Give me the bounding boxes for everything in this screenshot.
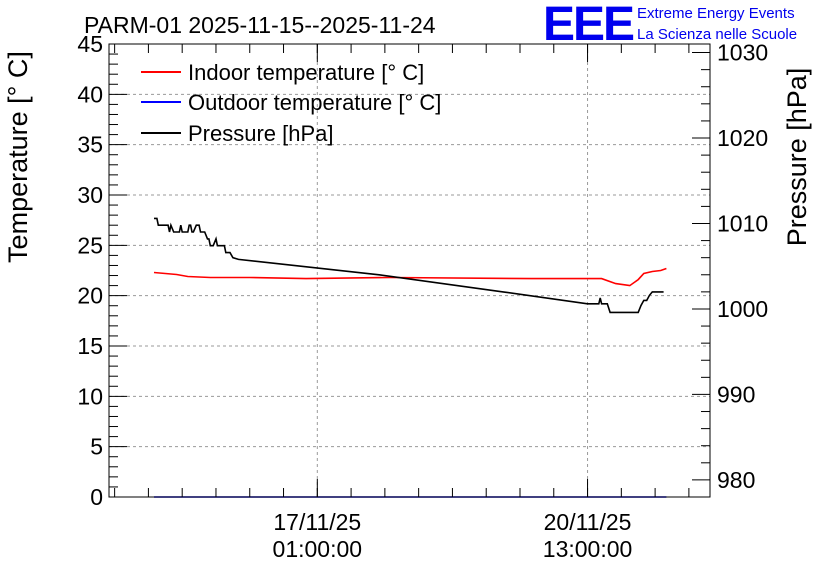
series-line-pressure: [154, 217, 664, 314]
axes: [108, 43, 711, 498]
y-left-tick-label: 25: [77, 232, 103, 258]
y-right-tick-label: 1020: [717, 125, 768, 151]
chart-title: PARM-01 2025-11-15--2025-11-24: [84, 12, 436, 38]
plot-frame: [108, 43, 711, 498]
y-left-tick-label: 35: [77, 132, 103, 158]
y-left-tick-label: 20: [77, 283, 103, 309]
logo-line-1: Extreme Energy Events: [637, 5, 795, 22]
y-left-tick-label: 40: [77, 81, 103, 107]
legend: Indoor temperature [° C] Outdoor tempera…: [141, 60, 441, 146]
legend-label-outdoor: Outdoor temperature [° C]: [188, 90, 441, 115]
legend-label-pressure: Pressure [hPa]: [188, 121, 334, 146]
tick-labels: 0 5 10 15 20 25 30 35 40 45 980 990 1000 1010 1020 1030…: [77, 31, 768, 562]
y-axis-left-label: Temperature [° C]: [3, 51, 33, 263]
y-left-tick-label: 10: [77, 383, 103, 409]
x-tick-label-time: 13:00:00: [543, 536, 633, 562]
y-left-tick-label: 30: [77, 182, 103, 208]
y-right-tick-label: 990: [717, 381, 755, 407]
y-left-tick-label: 15: [77, 333, 103, 359]
logo-line-2: La Scienza nelle Scuole: [637, 26, 797, 43]
y-axis-right-label: Pressure [hPa]: [782, 68, 812, 247]
x-tick-label-time: 01:00:00: [273, 536, 363, 562]
legend-label-indoor: Indoor temperature [° C]: [188, 60, 424, 85]
y-right-tick-label: 980: [717, 467, 755, 493]
grid-lines: [109, 44, 710, 497]
series-line-indoor: [153, 267, 667, 287]
eee-logo: EEE: [543, 0, 634, 51]
y-right-tick-label: 1000: [717, 296, 768, 322]
y-left-tick-label: 5: [90, 434, 103, 460]
y-right-tick-label: 1030: [717, 40, 768, 66]
x-tick-label-date: 20/11/25: [544, 509, 632, 535]
y-left-tick-label: 0: [90, 484, 103, 510]
y-left-tick-label: 45: [77, 31, 103, 57]
y-right-tick-label: 1010: [717, 210, 768, 236]
x-tick-label-date: 17/11/25: [273, 509, 361, 535]
